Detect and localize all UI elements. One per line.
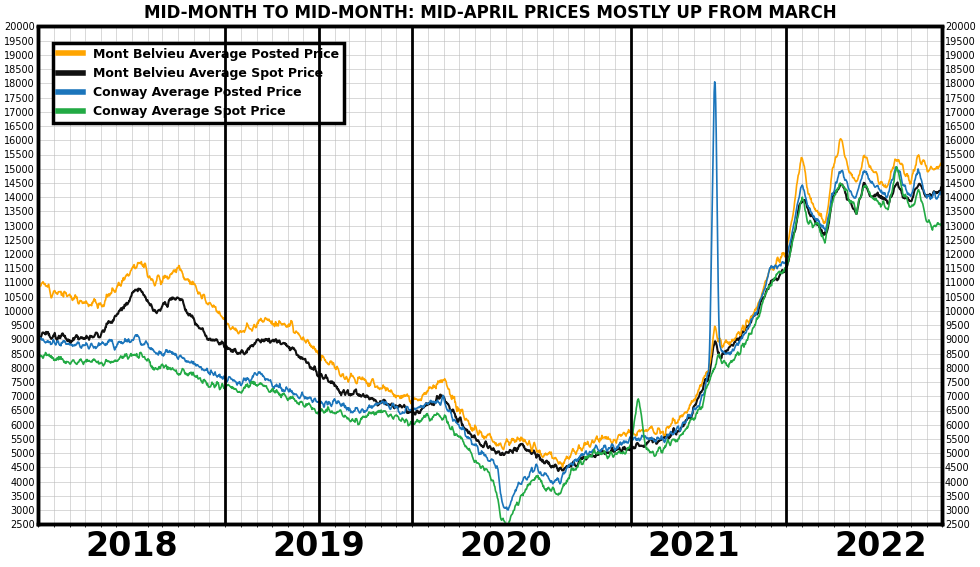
Title: MID-MONTH TO MID-MONTH: MID-APRIL PRICES MOSTLY UP FROM MARCH: MID-MONTH TO MID-MONTH: MID-APRIL PRICES…	[144, 4, 836, 22]
Legend: Mont Belvieu Average Posted Price, Mont Belvieu Average Spot Price, Conway Avera: Mont Belvieu Average Posted Price, Mont …	[53, 43, 344, 124]
